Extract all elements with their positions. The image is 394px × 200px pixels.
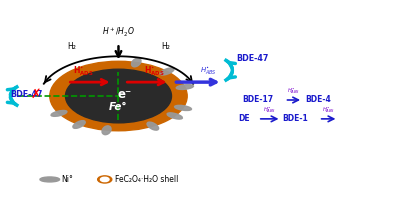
Ellipse shape [132,58,141,67]
Text: BDE-4: BDE-4 [305,95,331,104]
Circle shape [98,176,112,183]
Circle shape [65,69,171,123]
Ellipse shape [167,113,182,119]
Ellipse shape [73,121,85,128]
Ellipse shape [147,122,159,130]
Text: BDE-1: BDE-1 [282,114,309,123]
Text: $H^{\bullet}_{ABS}$: $H^{\bullet}_{ABS}$ [200,66,217,77]
Text: e⁻: e⁻ [117,88,132,101]
Text: Ni°: Ni° [61,175,73,184]
Circle shape [100,177,109,182]
Text: Fe°: Fe° [109,102,128,112]
Ellipse shape [160,68,174,75]
Ellipse shape [102,126,111,135]
Text: BDE-47: BDE-47 [11,90,43,99]
Ellipse shape [40,177,59,182]
Text: BDE-47: BDE-47 [236,54,269,63]
Text: BDE-17: BDE-17 [242,95,273,104]
Text: DE: DE [238,114,250,123]
Text: H₂: H₂ [67,42,76,51]
Text: $\mathbf{H}^{\bullet}_{\mathbf{ADS}}$: $\mathbf{H}^{\bullet}_{\mathbf{ADS}}$ [73,64,93,78]
Text: $H^+/H_2O$: $H^+/H_2O$ [102,26,135,39]
Ellipse shape [51,110,67,116]
Text: FeC₂O₄·H₂O shell: FeC₂O₄·H₂O shell [115,175,179,184]
Ellipse shape [175,105,191,110]
Text: H₂: H₂ [161,42,170,51]
Text: $H^{\bullet}_{ABS}$: $H^{\bullet}_{ABS}$ [322,105,335,115]
Text: ✗: ✗ [31,88,41,101]
Text: $\mathbf{H}^{\bullet}_{\mathbf{ADS}}$: $\mathbf{H}^{\bullet}_{\mathbf{ADS}}$ [143,64,164,78]
Text: $H^{\bullet}_{ABS}$: $H^{\bullet}_{ABS}$ [287,86,301,96]
Circle shape [50,61,187,131]
Text: $H^{\bullet}_{ABS}$: $H^{\bullet}_{ABS}$ [263,105,276,115]
Ellipse shape [176,85,193,89]
